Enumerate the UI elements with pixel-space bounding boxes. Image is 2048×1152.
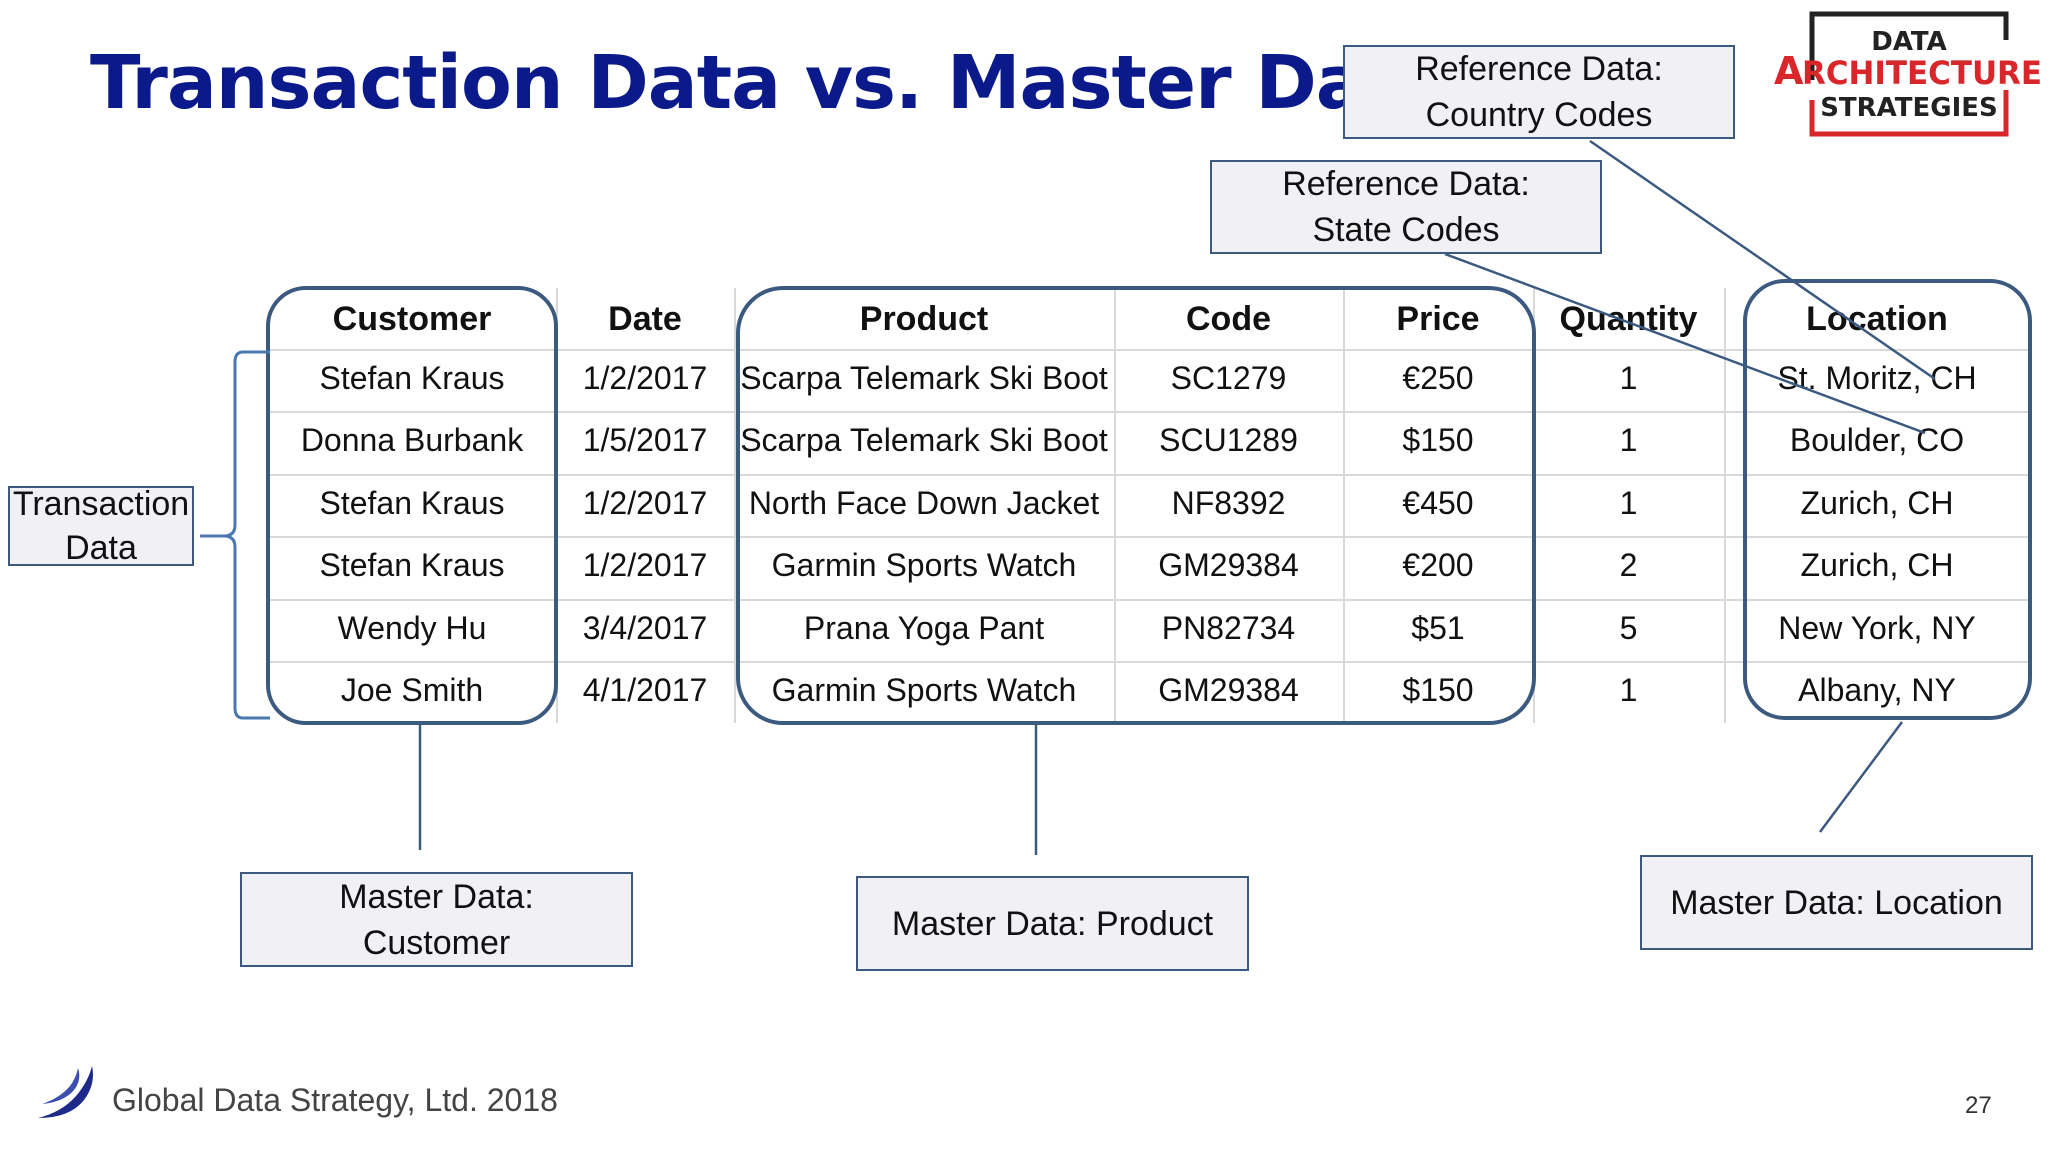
cell-price: $51 [1411, 610, 1465, 646]
cell-customer: Donna Burbank [300, 422, 524, 458]
callout-line: Master Data: Location [1670, 883, 2003, 922]
cell-date: 1/2/2017 [582, 547, 708, 583]
cell-date: 1/5/2017 [582, 422, 708, 458]
cell-date: 1/2/2017 [582, 485, 708, 521]
row-divider [268, 474, 2030, 476]
location-group-outline [1743, 279, 2032, 720]
cell-code: GM29384 [1158, 547, 1299, 583]
cell-quantity: 1 [1619, 672, 1638, 708]
cell-product: North Face Down Jacket [748, 485, 1100, 521]
cell-price: €250 [1402, 360, 1474, 396]
product-group-outline [736, 286, 1536, 725]
header-customer: Customer [332, 300, 492, 338]
footer-company: Global Data Strategy, Ltd. 2018 [112, 1082, 558, 1118]
row-divider [268, 536, 2030, 538]
col-divider [1724, 288, 1726, 723]
data-architecture-strategies-logo: DATA A RCHITECTURE STRATEGIES [1774, 11, 2042, 137]
cell-location: New York, NY [1778, 610, 1976, 646]
col-divider [1343, 288, 1345, 723]
cell-code: GM29384 [1158, 672, 1299, 708]
cell-price: €200 [1402, 547, 1474, 583]
cell-customer: Joe Smith [340, 672, 484, 708]
cell-code: PN82734 [1161, 610, 1296, 646]
row-divider [268, 349, 2030, 351]
callout-line: Transaction [12, 485, 190, 523]
cell-location: Boulder, CO [1789, 422, 1965, 458]
cell-product: Prana Yoga Pant [803, 610, 1045, 646]
callout-master-product: Master Data: Product [856, 876, 1249, 971]
cell-product: Scarpa Telemark Ski Boot [740, 360, 1108, 396]
cell-price: €450 [1402, 485, 1474, 521]
cell-location: Albany, NY [1798, 672, 1956, 708]
row-divider [268, 661, 2030, 663]
callout-line: Customer [362, 923, 511, 962]
col-divider [734, 288, 736, 723]
connector-state-codes [1444, 252, 1926, 435]
header-date: Date [608, 300, 682, 338]
row-divider [268, 411, 2030, 413]
row-divider [268, 599, 2030, 601]
callout-master-customer: Master Data: Customer [240, 872, 633, 967]
cell-product: Garmin Sports Watch [771, 547, 1077, 583]
global-data-strategy-swirl-icon [38, 1066, 93, 1118]
connector-country-codes [1589, 139, 1936, 381]
logo-line2: RCHITECTURE [1802, 54, 2042, 92]
page-number: 27 [1965, 1092, 1992, 1119]
cell-customer: Stefan Kraus [319, 360, 505, 396]
cell-customer: Stefan Kraus [319, 547, 505, 583]
cell-location: Zurich, CH [1800, 485, 1954, 521]
cell-code: SC1279 [1170, 360, 1287, 396]
customer-group-outline [266, 286, 558, 725]
callout-line: Data [65, 529, 137, 567]
cell-quantity: 1 [1619, 422, 1638, 458]
callout-line: Master Data: Product [891, 904, 1214, 943]
cell-price: $150 [1402, 422, 1474, 458]
cell-product: Garmin Sports Watch [771, 672, 1077, 708]
logo-line1: DATA [1871, 27, 1947, 57]
callout-line: Reference Data: [1415, 50, 1663, 88]
callout-line: Master Data: [339, 877, 534, 916]
cell-product: Scarpa Telemark Ski Boot [740, 422, 1108, 458]
cell-customer: Stefan Kraus [319, 485, 505, 521]
cell-code: NF8392 [1171, 485, 1286, 521]
col-divider [1114, 288, 1116, 723]
cell-date: 4/1/2017 [582, 672, 708, 708]
cell-quantity: 2 [1619, 547, 1638, 583]
callout-reference-country-codes: Reference Data: Country Codes [1343, 45, 1735, 139]
callout-line: Country Codes [1425, 96, 1653, 134]
callout-line: Reference Data: [1282, 165, 1530, 203]
header-price: Price [1396, 300, 1480, 338]
cell-date: 1/2/2017 [582, 360, 708, 396]
callout-reference-state-codes: Reference Data: State Codes [1210, 160, 1602, 254]
header-code: Code [1186, 300, 1271, 338]
cell-code: SCU1289 [1159, 422, 1298, 458]
header-product: Product [859, 300, 989, 338]
cell-quantity: 1 [1619, 360, 1638, 396]
callout-master-location: Master Data: Location [1640, 855, 2033, 950]
cell-quantity: 1 [1619, 485, 1638, 521]
cell-customer: Wendy Hu [337, 610, 487, 646]
cell-date: 3/4/2017 [582, 610, 708, 646]
cell-location: Zurich, CH [1800, 547, 1954, 583]
cell-quantity: 5 [1619, 610, 1638, 646]
cell-price: $150 [1402, 672, 1474, 708]
logo-line2-initial: A [1774, 49, 1804, 93]
slide-title: Transaction Data vs. Master Data [90, 40, 1449, 126]
callout-transaction-data: Transaction Data [8, 485, 194, 567]
logo-line3: STRATEGIES [1820, 93, 1998, 123]
transaction-brace [200, 350, 270, 720]
connector-master-location [1818, 721, 1904, 833]
callout-line: State Codes [1312, 211, 1500, 249]
